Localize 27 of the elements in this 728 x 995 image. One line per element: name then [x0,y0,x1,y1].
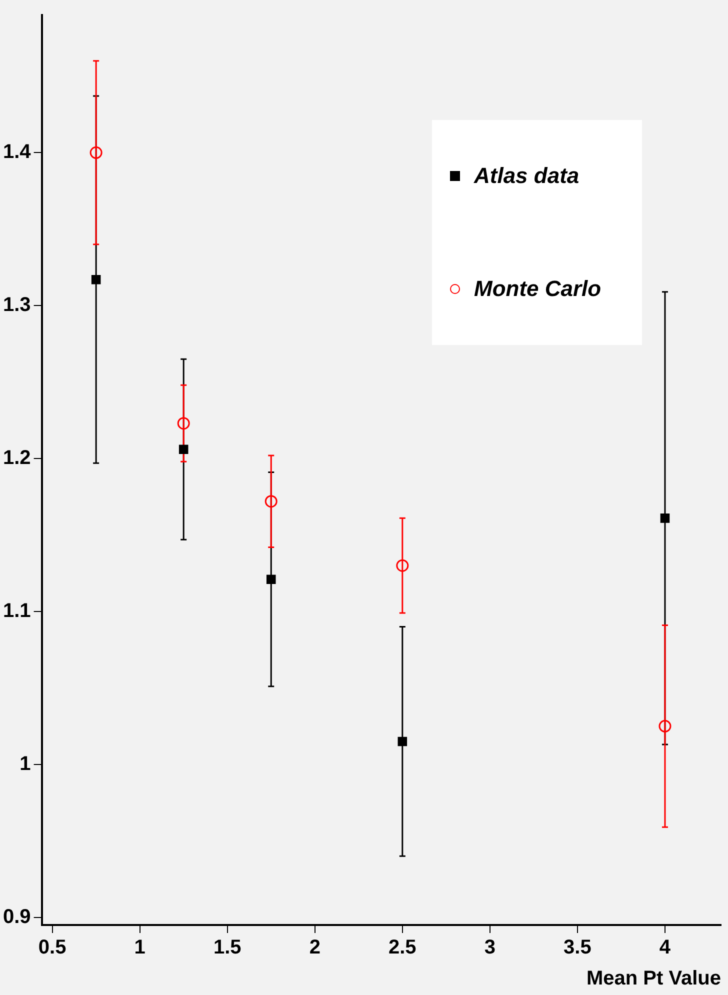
point [266,574,276,584]
point [177,417,190,430]
x-tick-label: 2 [309,936,320,959]
point [91,274,101,284]
y-tick-label: 1 [20,752,31,775]
x-tick-label: 4 [659,936,672,959]
x-tick-label: 3.5 [564,936,592,959]
x-axis-title: Mean Pt Value [586,968,721,990]
legend-label: Atlas data [474,163,580,190]
legend-label: Monte Carlo [474,276,602,302]
point [264,495,278,508]
x-tick-label: 1.5 [213,936,242,959]
y-tick-label: 0.9 [2,906,31,928]
point [396,559,409,572]
y-tick-label: 1.2 [2,447,31,470]
y-tick-label: 1.1 [2,600,31,622]
x-tick-label: 0.5 [38,936,66,959]
x-tick-label: 2.5 [388,936,416,959]
y-tick-label: 1.3 [2,294,31,316]
point [178,444,188,454]
point [90,146,102,159]
point [660,514,670,523]
point [658,720,672,732]
x-tick-label: 1 [134,936,146,959]
point [398,736,408,746]
x-tick-label: 3 [484,936,496,959]
y-tick-label: 1.4 [2,141,32,164]
